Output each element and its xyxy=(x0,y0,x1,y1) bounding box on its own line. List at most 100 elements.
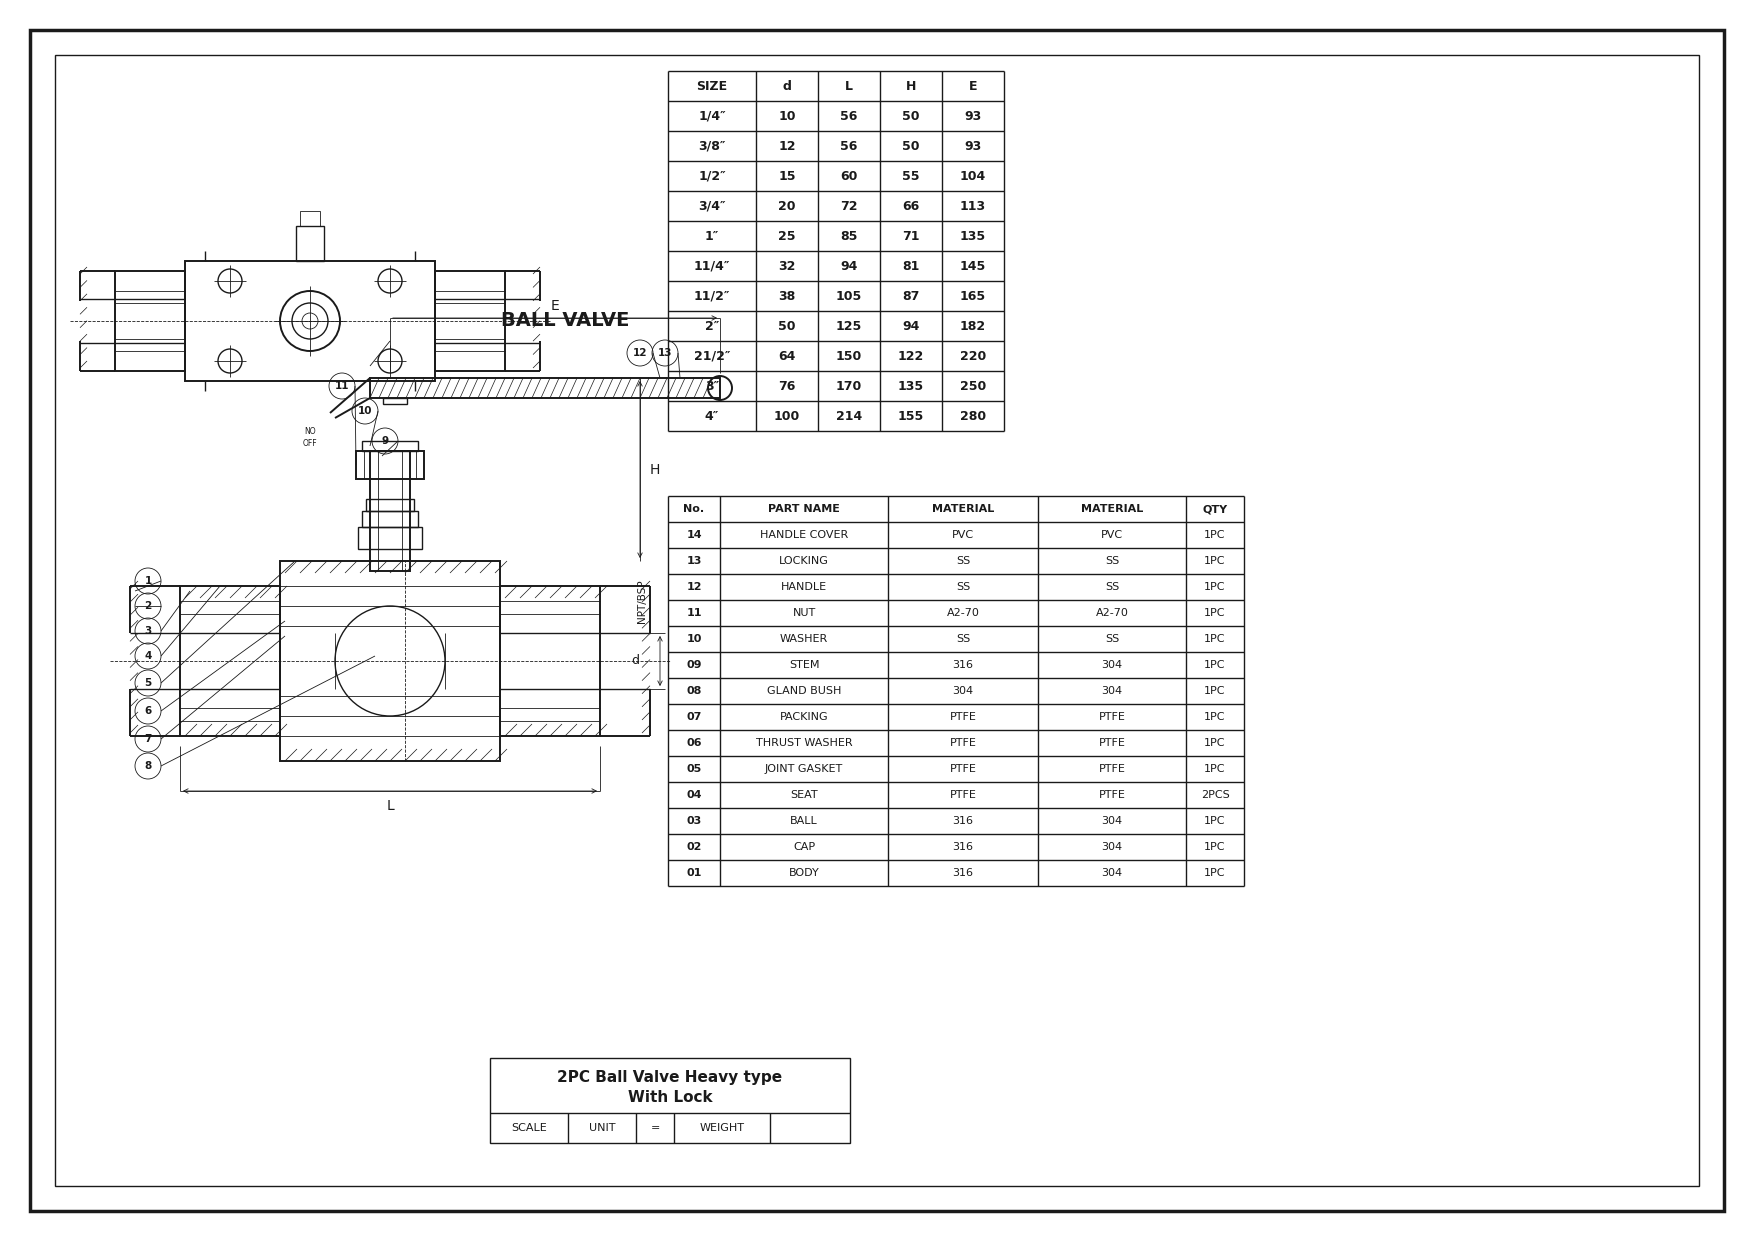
Text: 316: 316 xyxy=(952,660,973,670)
Text: =: = xyxy=(651,1123,660,1133)
Text: 9: 9 xyxy=(381,436,389,446)
Text: 72: 72 xyxy=(840,200,858,212)
Text: BALL: BALL xyxy=(789,817,817,827)
Text: 2″: 2″ xyxy=(705,319,719,333)
Text: WASHER: WASHER xyxy=(781,634,828,644)
Text: 10: 10 xyxy=(358,406,372,416)
Text: 2: 2 xyxy=(144,601,151,611)
Text: STEM: STEM xyxy=(789,660,819,670)
Text: E: E xyxy=(551,299,560,313)
Text: BALL VALVE: BALL VALVE xyxy=(502,311,630,330)
Text: 93: 93 xyxy=(965,109,982,123)
Text: MATERIAL: MATERIAL xyxy=(1080,504,1144,514)
Text: 1″: 1″ xyxy=(705,230,719,242)
Text: 50: 50 xyxy=(902,109,919,123)
Text: 8: 8 xyxy=(144,761,151,771)
Text: 76: 76 xyxy=(779,380,796,392)
Text: 182: 182 xyxy=(959,319,986,333)
Text: LOCKING: LOCKING xyxy=(779,556,830,566)
Bar xyxy=(370,379,719,398)
Text: 304: 304 xyxy=(1102,817,1123,827)
Text: SS: SS xyxy=(1105,556,1119,566)
Bar xyxy=(300,211,319,226)
Text: 1: 1 xyxy=(144,576,151,586)
Text: 104: 104 xyxy=(959,170,986,182)
Text: 03: 03 xyxy=(686,817,702,827)
Text: NPT/BSP: NPT/BSP xyxy=(637,580,647,623)
Bar xyxy=(116,271,184,371)
Text: 50: 50 xyxy=(902,139,919,153)
Text: 12: 12 xyxy=(686,582,702,592)
Text: 1PC: 1PC xyxy=(1205,556,1226,566)
Text: 11/4″: 11/4″ xyxy=(695,259,730,273)
Text: 56: 56 xyxy=(840,139,858,153)
Text: 94: 94 xyxy=(902,319,919,333)
Text: 13: 13 xyxy=(658,347,672,357)
Text: 3: 3 xyxy=(144,625,151,635)
Bar xyxy=(435,271,505,371)
Bar xyxy=(489,1059,851,1143)
Text: QTY: QTY xyxy=(1203,504,1228,514)
Text: 1PC: 1PC xyxy=(1205,738,1226,748)
Text: 170: 170 xyxy=(837,380,863,392)
Text: 12: 12 xyxy=(779,139,796,153)
Text: 1PC: 1PC xyxy=(1205,841,1226,853)
Text: 66: 66 xyxy=(902,200,919,212)
Text: 13: 13 xyxy=(686,556,702,566)
Bar xyxy=(181,586,281,736)
Text: 105: 105 xyxy=(837,289,863,303)
Text: 1/2″: 1/2″ xyxy=(698,170,726,182)
Bar xyxy=(356,450,424,479)
Text: 3/8″: 3/8″ xyxy=(698,139,726,153)
Text: 113: 113 xyxy=(959,200,986,212)
Text: 135: 135 xyxy=(959,230,986,242)
Text: SS: SS xyxy=(956,556,970,566)
Text: 10: 10 xyxy=(779,109,796,123)
Text: H: H xyxy=(649,463,660,477)
Text: 2PC Ball Valve Heavy type: 2PC Ball Valve Heavy type xyxy=(558,1070,782,1085)
Text: 316: 316 xyxy=(952,817,973,827)
Text: UNIT: UNIT xyxy=(589,1123,616,1133)
Text: PTFE: PTFE xyxy=(949,764,977,774)
Text: PVC: PVC xyxy=(952,530,973,540)
Text: A2-70: A2-70 xyxy=(947,608,979,618)
Text: 1PC: 1PC xyxy=(1205,530,1226,540)
Text: PTFE: PTFE xyxy=(1098,791,1126,800)
Text: 02: 02 xyxy=(686,841,702,853)
Text: 145: 145 xyxy=(959,259,986,273)
Text: 1/4″: 1/4″ xyxy=(698,109,726,123)
Text: 01: 01 xyxy=(686,867,702,877)
Text: GLAND BUSH: GLAND BUSH xyxy=(766,686,842,696)
Text: PTFE: PTFE xyxy=(1098,738,1126,748)
Text: 1PC: 1PC xyxy=(1205,634,1226,644)
Text: 2PCS: 2PCS xyxy=(1201,791,1230,800)
Text: PTFE: PTFE xyxy=(1098,764,1126,774)
Text: 87: 87 xyxy=(902,289,919,303)
Text: 60: 60 xyxy=(840,170,858,182)
Text: 304: 304 xyxy=(1102,686,1123,696)
Text: PTFE: PTFE xyxy=(1098,712,1126,722)
Bar xyxy=(500,586,600,736)
Text: JOINT GASKET: JOINT GASKET xyxy=(765,764,844,774)
Text: 122: 122 xyxy=(898,350,924,362)
Text: H: H xyxy=(905,79,916,93)
Text: 155: 155 xyxy=(898,410,924,422)
Text: No.: No. xyxy=(684,504,705,514)
Text: 50: 50 xyxy=(779,319,796,333)
Text: L: L xyxy=(845,79,852,93)
Text: 56: 56 xyxy=(840,109,858,123)
Bar xyxy=(358,527,423,549)
Text: 81: 81 xyxy=(902,259,919,273)
Text: 93: 93 xyxy=(965,139,982,153)
Text: THRUST WASHER: THRUST WASHER xyxy=(756,738,852,748)
Text: NO: NO xyxy=(303,427,316,436)
Bar xyxy=(184,261,435,381)
Text: L: L xyxy=(386,799,395,813)
Bar xyxy=(361,441,417,450)
Text: 250: 250 xyxy=(959,380,986,392)
Text: 11/2″: 11/2″ xyxy=(695,289,730,303)
Text: SS: SS xyxy=(956,634,970,644)
Text: 304: 304 xyxy=(952,686,973,696)
Text: 12: 12 xyxy=(633,347,647,357)
Text: E: E xyxy=(968,79,977,93)
